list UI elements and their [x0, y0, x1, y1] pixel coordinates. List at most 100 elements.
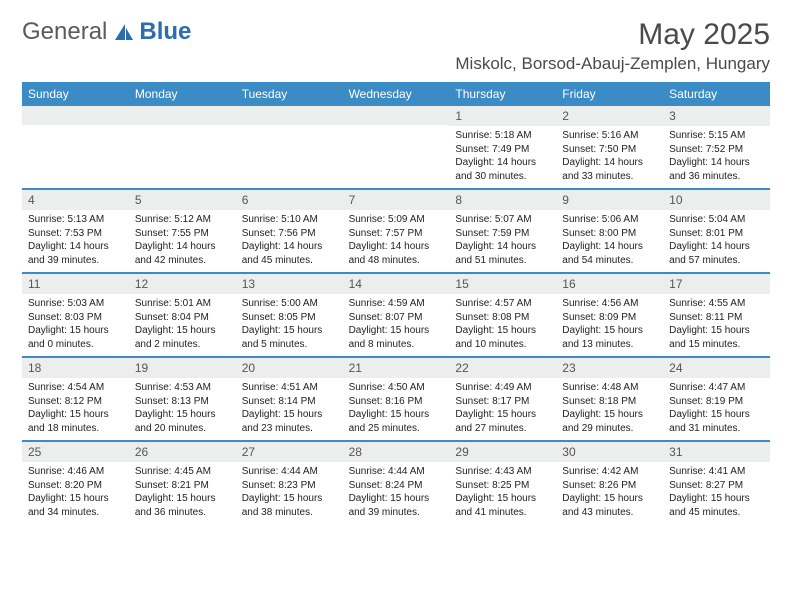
calendar-cell: 8Sunrise: 5:07 AMSunset: 7:59 PMDaylight… — [449, 190, 556, 272]
cell-line: Daylight: 14 hours and 42 minutes. — [135, 240, 230, 267]
weeks-container: 1Sunrise: 5:18 AMSunset: 7:49 PMDaylight… — [22, 106, 770, 524]
cell-line: Sunrise: 4:54 AM — [28, 381, 123, 395]
cell-line: Sunrise: 4:45 AM — [135, 465, 230, 479]
day-number: 23 — [556, 358, 663, 378]
logo-text-general: General — [22, 18, 107, 46]
calendar-cell: 30Sunrise: 4:42 AMSunset: 8:26 PMDayligh… — [556, 442, 663, 524]
cell-line: Daylight: 15 hours and 27 minutes. — [455, 408, 550, 435]
day-number: 7 — [343, 190, 450, 210]
day-label: Saturday — [663, 82, 770, 106]
cell-line: Sunrise: 5:18 AM — [455, 129, 550, 143]
cell-line: Daylight: 15 hours and 45 minutes. — [669, 492, 764, 519]
cell-line: Sunrise: 5:13 AM — [28, 213, 123, 227]
cell-line: Sunset: 7:53 PM — [28, 227, 123, 241]
cell-line: Daylight: 15 hours and 29 minutes. — [562, 408, 657, 435]
cell-text: Sunrise: 4:54 AMSunset: 8:12 PMDaylight:… — [22, 378, 129, 439]
cell-text: Sunrise: 5:04 AMSunset: 8:01 PMDaylight:… — [663, 210, 770, 271]
cell-line: Sunset: 8:20 PM — [28, 479, 123, 493]
calendar-cell: 25Sunrise: 4:46 AMSunset: 8:20 PMDayligh… — [22, 442, 129, 524]
cell-line: Sunrise: 4:59 AM — [349, 297, 444, 311]
cell-line: Sunrise: 5:03 AM — [28, 297, 123, 311]
calendar: Sunday Monday Tuesday Wednesday Thursday… — [22, 82, 770, 524]
cell-line: Sunrise: 5:04 AM — [669, 213, 764, 227]
cell-line: Daylight: 14 hours and 45 minutes. — [242, 240, 337, 267]
day-number: 25 — [22, 442, 129, 462]
cell-line: Daylight: 15 hours and 18 minutes. — [28, 408, 123, 435]
day-number: 30 — [556, 442, 663, 462]
day-header-row: Sunday Monday Tuesday Wednesday Thursday… — [22, 82, 770, 106]
day-number: 27 — [236, 442, 343, 462]
day-number: 14 — [343, 274, 450, 294]
week-row: 25 Sunrise: 4:46 AMSunset: 8:20 PM Dayligh… — [22, 442, 770, 524]
cell-line: Sunrise: 5:01 AM — [135, 297, 230, 311]
cell-line: Sunrise: 5:06 AM — [562, 213, 657, 227]
day-number: 1 — [449, 106, 556, 126]
header: General Blue May 2025 Miskolc, Borsod-Ab… — [22, 18, 770, 74]
calendar-cell: 21Sunrise: 4:50 AMSunset: 8:16 PMDayligh… — [343, 358, 450, 440]
cell-line: Sunset: 8:24 PM — [349, 479, 444, 493]
cell-line: Sunset: 8:14 PM — [242, 395, 337, 409]
cell-line: Daylight: 14 hours and 54 minutes. — [562, 240, 657, 267]
cell-text: Sunrise: 4:48 AMSunset: 8:18 PMDaylight:… — [556, 378, 663, 439]
calendar-cell: 10Sunrise: 5:04 AMSunset: 8:01 PMDayligh… — [663, 190, 770, 272]
cell-line: Daylight: 15 hours and 10 minutes. — [455, 324, 550, 351]
cell-line: Daylight: 15 hours and 31 minutes. — [669, 408, 764, 435]
cell-line: Sunrise: 4:47 AM — [669, 381, 764, 395]
cell-text: Sunrise: 4:53 AMSunset: 8:13 PMDaylight:… — [129, 378, 236, 439]
calendar-cell: 6Sunrise: 5:10 AMSunset: 7:56 PMDaylight… — [236, 190, 343, 272]
day-number: 29 — [449, 442, 556, 462]
calendar-cell: 14Sunrise: 4:59 AMSunset: 8:07 PMDayligh… — [343, 274, 450, 356]
calendar-cell: 2Sunrise: 5:16 AMSunset: 7:50 PMDaylight… — [556, 106, 663, 188]
cell-line: Daylight: 14 hours and 51 minutes. — [455, 240, 550, 267]
cell-text: Sunrise: 5:15 AMSunset: 7:52 PMDaylight:… — [663, 126, 770, 187]
calendar-cell — [22, 106, 129, 188]
day-number — [22, 106, 129, 125]
calendar-cell: 19Sunrise: 4:53 AMSunset: 8:13 PMDayligh… — [129, 358, 236, 440]
calendar-cell: 27Sunrise: 4:44 AMSunset: 8:23 PMDayligh… — [236, 442, 343, 524]
location-text: Miskolc, Borsod-Abauj-Zemplen, Hungary — [455, 54, 770, 74]
cell-line: Daylight: 15 hours and 39 minutes. — [349, 492, 444, 519]
day-number: 26 — [129, 442, 236, 462]
cell-text: Sunrise: 5:10 AMSunset: 7:56 PMDaylight:… — [236, 210, 343, 271]
day-number: 19 — [129, 358, 236, 378]
cell-line: Sunrise: 4:51 AM — [242, 381, 337, 395]
cell-line: Sunrise: 4:43 AM — [455, 465, 550, 479]
day-label: Monday — [129, 82, 236, 106]
day-number — [236, 106, 343, 125]
cell-line: Sunset: 7:50 PM — [562, 143, 657, 157]
cell-line: Sunrise: 5:10 AM — [242, 213, 337, 227]
cell-text: Sunrise: 5:01 AMSunset: 8:04 PMDaylight:… — [129, 294, 236, 355]
cell-line: Daylight: 15 hours and 41 minutes. — [455, 492, 550, 519]
cell-line: Sunrise: 4:48 AM — [562, 381, 657, 395]
cell-line: Daylight: 15 hours and 15 minutes. — [669, 324, 764, 351]
calendar-cell — [343, 106, 450, 188]
cell-line: Sunset: 8:19 PM — [669, 395, 764, 409]
month-title: May 2025 — [455, 18, 770, 52]
cell-line: Sunset: 8:01 PM — [669, 227, 764, 241]
calendar-cell: 5Sunrise: 5:12 AMSunset: 7:55 PMDaylight… — [129, 190, 236, 272]
cell-line: Sunrise: 5:16 AM — [562, 129, 657, 143]
day-number: 12 — [129, 274, 236, 294]
day-label: Friday — [556, 82, 663, 106]
calendar-cell: 29Sunrise: 4:43 AMSunset: 8:25 PMDayligh… — [449, 442, 556, 524]
cell-line: Daylight: 14 hours and 30 minutes. — [455, 156, 550, 183]
day-number: 15 — [449, 274, 556, 294]
day-label: Sunday — [22, 82, 129, 106]
cell-text: Sunrise: 5:18 AMSunset: 7:49 PMDaylight:… — [449, 126, 556, 187]
cell-line: Sunrise: 4:44 AM — [349, 465, 444, 479]
day-number — [129, 106, 236, 125]
cell-text: Sunrise: 4:56 AMSunset: 8:09 PMDaylight:… — [556, 294, 663, 355]
day-label: Tuesday — [236, 82, 343, 106]
calendar-cell: 22Sunrise: 4:49 AMSunset: 8:17 PMDayligh… — [449, 358, 556, 440]
cell-line: Daylight: 15 hours and 0 minutes. — [28, 324, 123, 351]
day-number: 18 — [22, 358, 129, 378]
cell-line: Sunrise: 4:46 AM — [28, 465, 123, 479]
calendar-cell — [236, 106, 343, 188]
cell-line: Sunset: 7:52 PM — [669, 143, 764, 157]
day-number — [343, 106, 450, 125]
cell-line: Sunset: 8:09 PM — [562, 311, 657, 325]
logo: General Blue — [22, 18, 191, 46]
cell-text: Sunrise: 4:55 AMSunset: 8:11 PMDaylight:… — [663, 294, 770, 355]
cell-line: Sunset: 8:07 PM — [349, 311, 444, 325]
cell-text: Sunrise: 5:16 AMSunset: 7:50 PMDaylight:… — [556, 126, 663, 187]
